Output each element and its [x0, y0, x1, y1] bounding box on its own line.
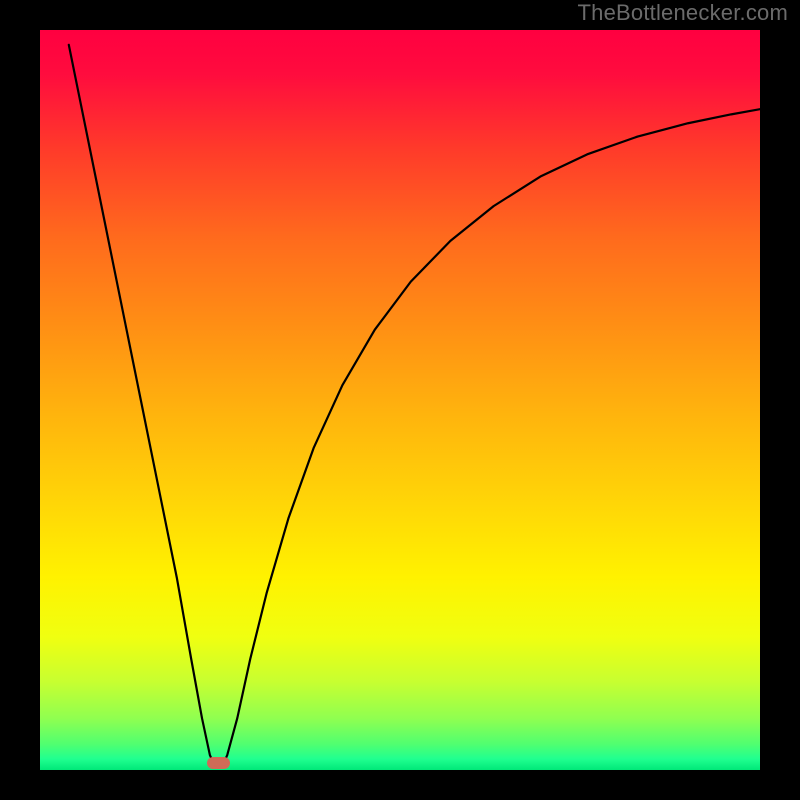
- plot-area: [40, 30, 760, 770]
- minimum-marker: [207, 757, 230, 769]
- chart-stage: TheBottlenecker.com: [0, 0, 800, 800]
- gradient-background: [40, 30, 760, 770]
- watermark-text: TheBottlenecker.com: [578, 0, 788, 26]
- plot-svg: [40, 30, 760, 770]
